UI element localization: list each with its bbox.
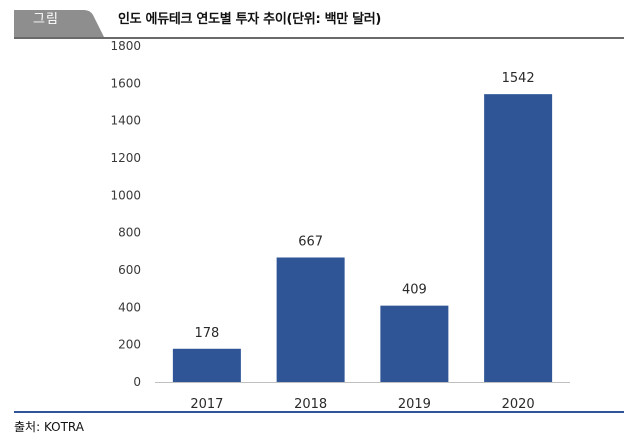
y-tick-label: 600: [118, 263, 141, 277]
y-tick-label: 200: [118, 338, 141, 352]
bar-2020: [484, 94, 553, 382]
y-tick-label: 1000: [110, 188, 141, 202]
data-label-2020: 1542: [502, 71, 535, 86]
bar-2019: [380, 305, 449, 382]
y-tick-label: 1600: [110, 76, 141, 90]
y-axis: 0 200 400 600 800 1000 1200 1400 1600 1800: [110, 39, 141, 389]
figure-title: 인도 에듀테크 연도별 투자 추이(단위: 백만 달러): [118, 12, 382, 27]
data-label-2017: 178: [194, 326, 219, 341]
y-tick-label: 1200: [110, 151, 141, 165]
data-label-2019: 409: [402, 283, 427, 298]
x-tick-label: 2018: [294, 397, 327, 412]
x-tick-label: 2020: [502, 397, 535, 412]
figure-tag-label: 그림: [33, 12, 59, 27]
data-labels: 178 667 409 1542: [194, 71, 534, 341]
figure-tag-shape: [14, 10, 104, 37]
y-tick-label: 1800: [110, 39, 141, 53]
y-tick-label: 1400: [110, 114, 141, 128]
bar-series: [172, 94, 553, 382]
y-tick-label: 400: [118, 300, 141, 314]
x-tick-label: 2017: [190, 397, 223, 412]
source-note: 출처: KOTRA: [14, 420, 84, 434]
bottom-divider: [14, 411, 624, 413]
y-tick-label: 0: [133, 375, 141, 389]
bar-2017: [172, 348, 241, 382]
x-axis: 2017 2018 2019 2020: [190, 397, 534, 412]
bar-2018: [276, 257, 345, 382]
y-tick-label: 800: [118, 226, 141, 240]
data-label-2018: 667: [298, 234, 323, 249]
title-divider: [14, 37, 624, 39]
x-tick-label: 2019: [398, 397, 431, 412]
figure-header: 그림 인도 에듀테크 연도별 투자 추이(단위: 백만 달러): [0, 0, 638, 40]
